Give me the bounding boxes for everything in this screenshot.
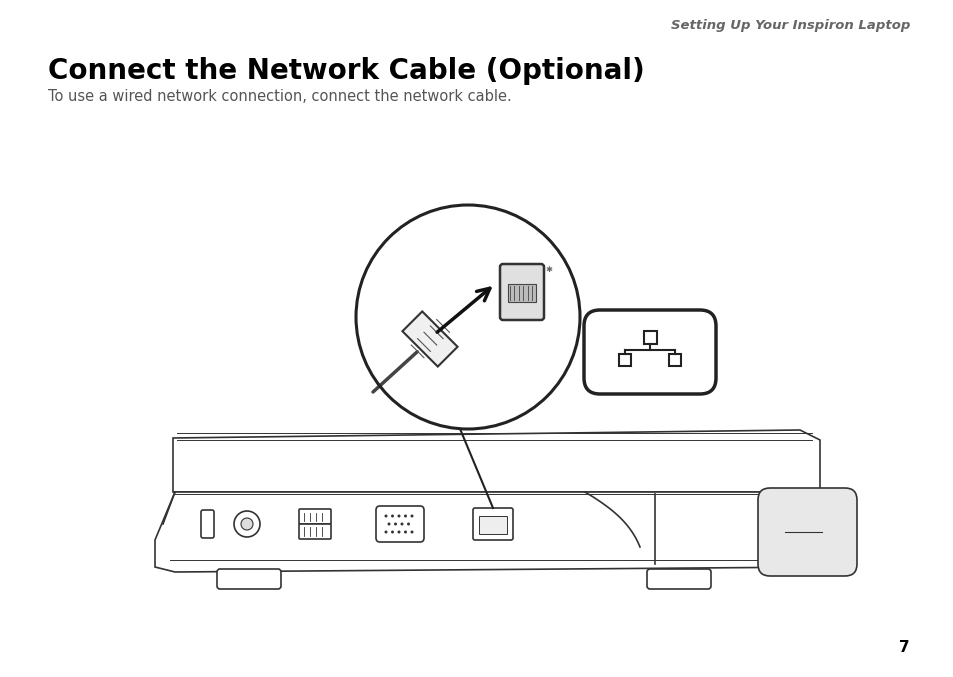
Bar [668,354,680,366]
Circle shape [387,523,390,525]
Text: Setting Up Your Inspiron Laptop: Setting Up Your Inspiron Laptop [670,19,909,32]
FancyBboxPatch shape [473,508,513,540]
Circle shape [241,518,253,530]
FancyBboxPatch shape [216,569,281,589]
Bar [507,284,536,302]
Text: 7: 7 [899,640,909,655]
Circle shape [391,515,394,517]
Bar [478,516,506,534]
FancyBboxPatch shape [583,310,716,394]
Polygon shape [172,430,820,492]
FancyBboxPatch shape [375,506,423,542]
Circle shape [403,531,407,533]
Polygon shape [154,492,824,572]
FancyBboxPatch shape [298,524,331,539]
Text: ✱: ✱ [545,265,552,274]
Circle shape [403,515,407,517]
FancyBboxPatch shape [758,488,856,576]
Circle shape [397,531,400,533]
Circle shape [391,531,394,533]
Circle shape [355,205,579,429]
Text: To use a wired network connection, connect the network cable.: To use a wired network connection, conne… [48,89,511,104]
Bar [643,331,657,344]
Circle shape [384,515,387,517]
Circle shape [400,523,403,525]
Circle shape [397,515,400,517]
Bar [618,354,630,366]
Polygon shape [402,311,457,366]
Circle shape [410,531,413,533]
Circle shape [233,511,260,537]
Text: Connect the Network Cable (Optional): Connect the Network Cable (Optional) [48,57,644,85]
FancyBboxPatch shape [646,569,710,589]
Circle shape [394,523,396,525]
FancyBboxPatch shape [201,510,213,538]
FancyBboxPatch shape [298,509,331,524]
Circle shape [407,523,410,525]
Circle shape [410,515,413,517]
FancyBboxPatch shape [499,264,543,320]
Circle shape [384,531,387,533]
